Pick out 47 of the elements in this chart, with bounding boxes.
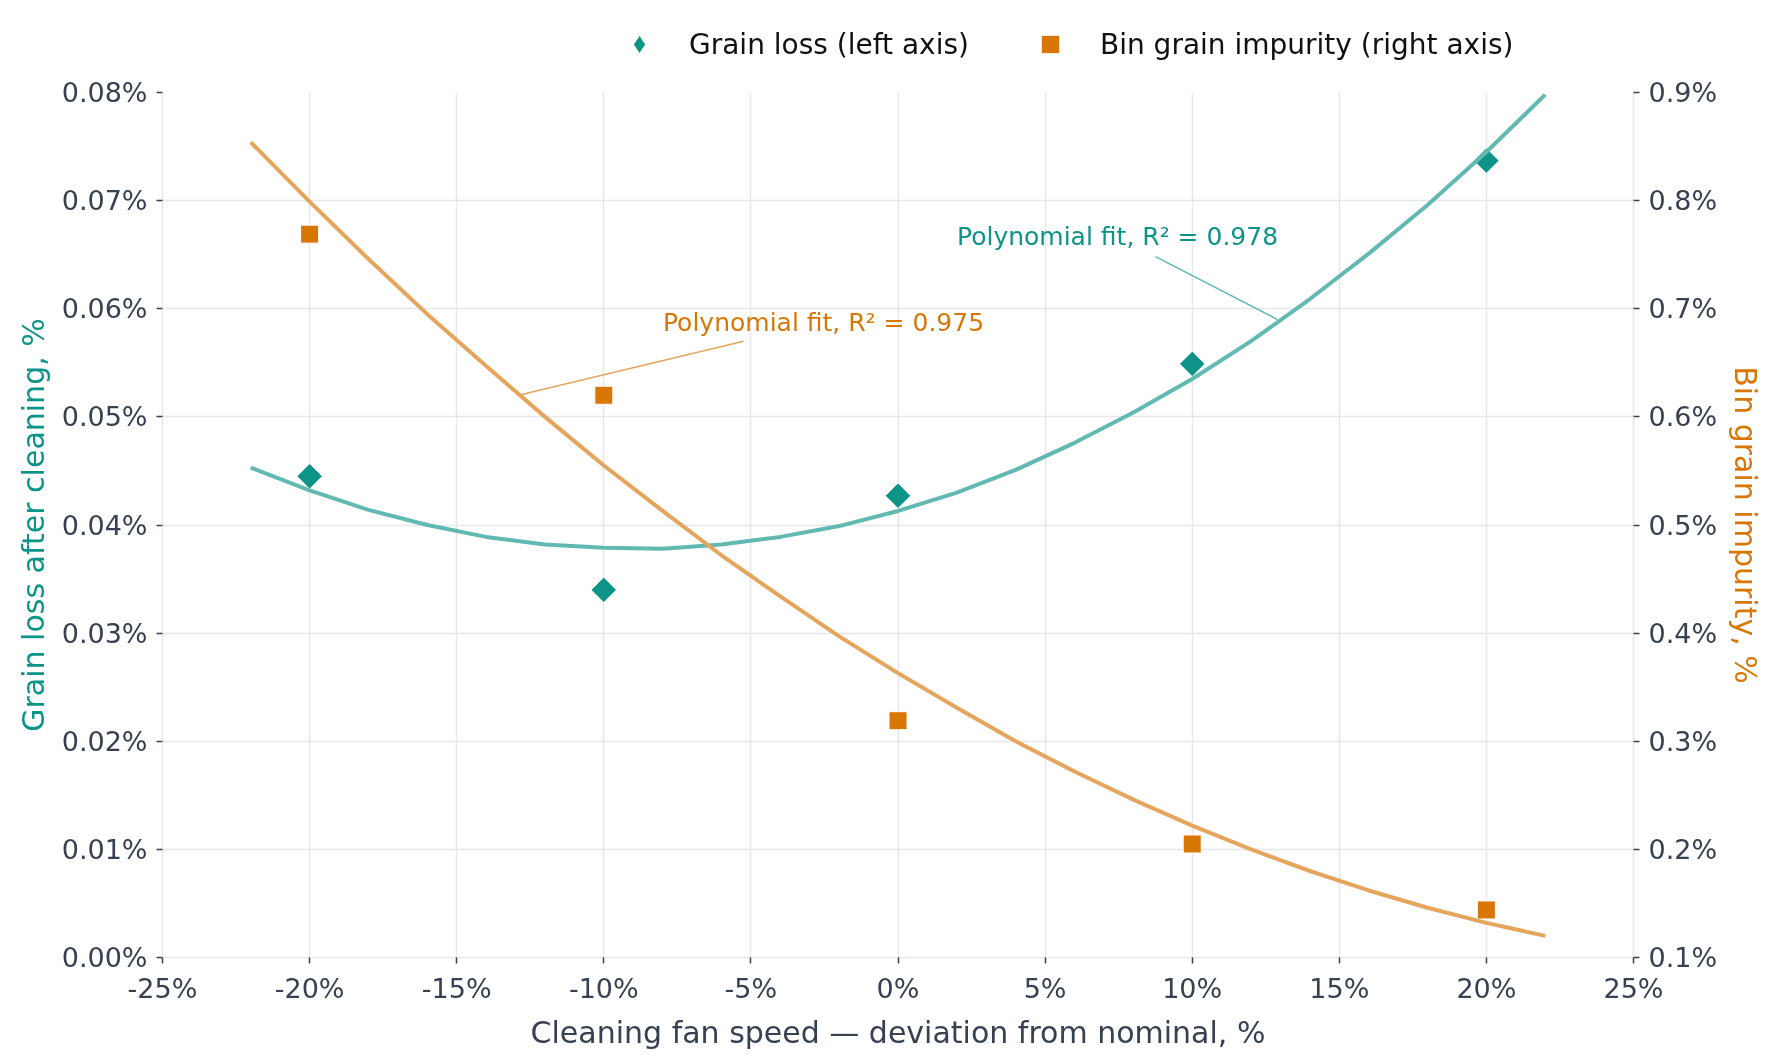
annotation: Polynomial fit, R² = 0.978	[956, 222, 1279, 252]
line-series	[248, 140, 1548, 938]
annotation: Polynomial fit, R² = 0.975	[662, 307, 985, 337]
y-tick-label: 0.05%	[61, 401, 148, 433]
y-tick-label: 0.06%	[61, 293, 148, 325]
point	[590, 576, 618, 604]
y2-axis-title: Bin grain impurity, %	[1728, 366, 1764, 684]
y2-tick-label: 0.8%	[1648, 185, 1718, 217]
y-axis-title: Grain loss after cleaning, %	[15, 318, 51, 732]
x-tick-label: 25%	[1603, 972, 1664, 1004]
y-tick-label: 0.02%	[61, 725, 148, 757]
legend-label: Grain loss (left axis)	[689, 27, 969, 61]
point	[594, 385, 614, 405]
x-tick-label: 10%	[1162, 972, 1223, 1004]
x-tick-label: 5%	[1023, 972, 1067, 1004]
point	[300, 224, 320, 244]
line-series	[248, 92, 1548, 551]
y-tick-label: 0.03%	[61, 617, 148, 649]
y2-tick-label: 0.4%	[1648, 617, 1718, 649]
point	[296, 463, 323, 490]
x-tick-label: 15%	[1309, 972, 1370, 1004]
y2-tick-label: 0.5%	[1648, 509, 1718, 541]
x-tick-label: 20%	[1456, 972, 1517, 1004]
y-tick-label: 0.04%	[61, 509, 148, 541]
y-tick-label: 0.08%	[61, 77, 148, 108]
x-tick-label: -10%	[568, 972, 639, 1004]
y2-tick-label: 0.9%	[1648, 77, 1718, 108]
y2-tick-label: 0.7%	[1648, 293, 1718, 325]
x-tick-label: -5%	[724, 972, 778, 1004]
y2-tick-label: 0.6%	[1648, 401, 1718, 433]
x-tick-label: -20%	[274, 972, 345, 1004]
y-tick-label: 0.07%	[61, 185, 148, 217]
point	[888, 711, 908, 731]
point	[1476, 900, 1496, 920]
y2-tick-label: 0.3%	[1648, 725, 1718, 757]
point	[884, 482, 912, 510]
y-tick-label: 0.01%	[61, 833, 148, 865]
point	[1178, 350, 1206, 378]
y-tick-label: 0.00%	[61, 942, 148, 973]
x-tick-label: 0%	[876, 972, 920, 1004]
y2-tick-label: 0.2%	[1648, 833, 1718, 865]
x-tick-label: -25%	[127, 972, 198, 1004]
y2-tick-label: 0.1%	[1648, 942, 1718, 973]
point	[1182, 834, 1202, 854]
x-axis-title: Cleaning fan speed — deviation from nominal, %	[530, 1014, 1266, 1050]
legend-label: Bin grain impurity (right axis)	[1099, 27, 1514, 61]
x-tick-label: -15%	[421, 972, 492, 1004]
